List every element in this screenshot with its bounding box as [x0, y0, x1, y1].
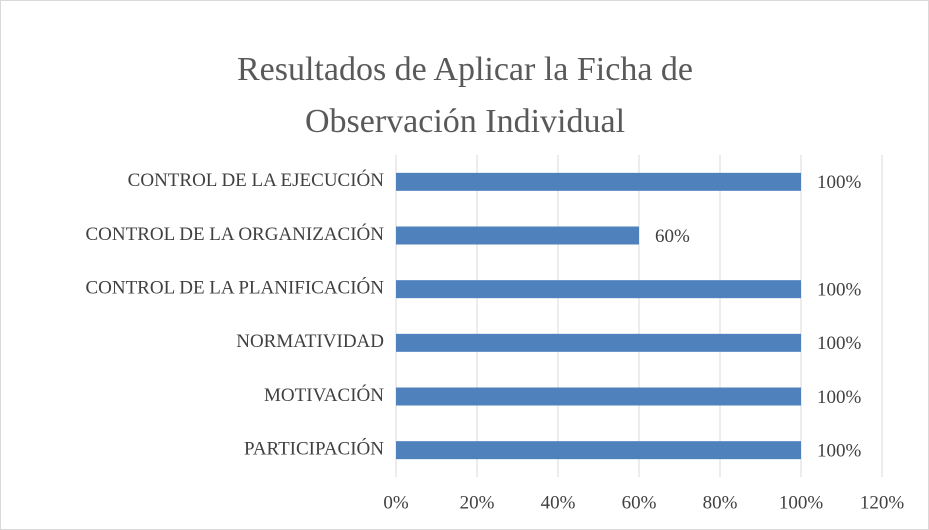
data-label: 100%	[817, 387, 862, 408]
y-tick-label: MOTIVACIÓN	[264, 384, 384, 406]
x-tick-label: 20%	[460, 492, 495, 513]
bar	[396, 172, 801, 191]
bar	[396, 387, 801, 406]
data-label: 100%	[817, 280, 862, 301]
data-label: 100%	[817, 441, 862, 462]
bar	[396, 441, 801, 460]
y-tick-label: CONTROL DE LA EJECUCIÓN	[128, 169, 385, 191]
bar	[396, 226, 639, 245]
x-tick-label: 120%	[860, 492, 905, 513]
y-tick-label: PARTICIPACIÓN	[244, 438, 384, 460]
x-tick-label: 40%	[541, 492, 576, 513]
y-tick-label: NORMATIVIDAD	[236, 331, 384, 352]
x-tick-label: 100%	[779, 492, 824, 513]
y-tick-label: CONTROL DE LA ORGANIZACIÓN	[85, 223, 384, 245]
bar	[396, 280, 801, 299]
x-tick-label: 60%	[622, 492, 657, 513]
data-label: 60%	[655, 226, 690, 247]
x-tick-label: 80%	[703, 492, 738, 513]
data-label: 100%	[817, 172, 862, 193]
chart-title: Resultados de Aplicar la Ficha de Observ…	[236, 51, 694, 140]
data-label: 100%	[817, 333, 862, 354]
y-tick-label: CONTROL DE LA PLANIFICACIÓN	[85, 277, 384, 299]
x-tick-label: 0%	[383, 492, 409, 513]
bar	[396, 333, 801, 352]
